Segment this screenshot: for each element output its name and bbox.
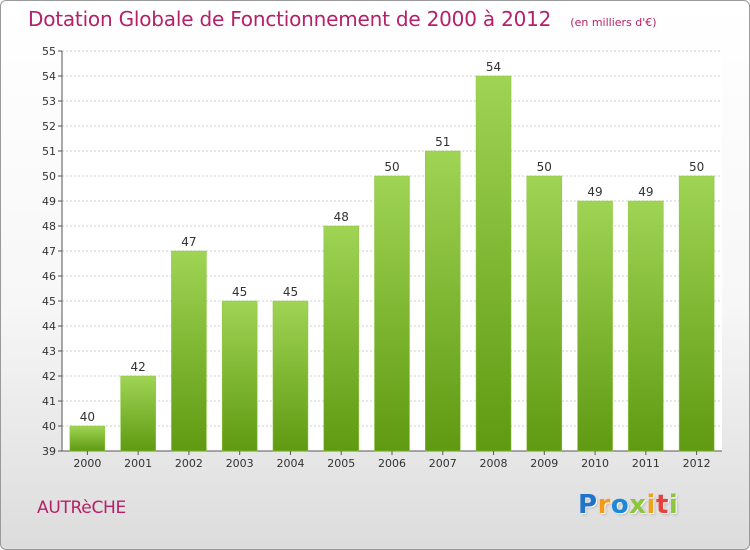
- y-tick-label: 55: [42, 45, 56, 58]
- logo-letter: x: [629, 490, 647, 520]
- bar: [678, 175, 715, 452]
- bar: [323, 225, 359, 452]
- bar-value-label: 50: [689, 160, 704, 174]
- logo-letter: P: [578, 490, 598, 520]
- x-tick-label: 2012: [683, 457, 711, 470]
- logo-letter: o: [610, 490, 630, 520]
- logo-letter: t: [655, 490, 669, 520]
- y-tick-label: 46: [42, 270, 56, 283]
- x-tick-label: 2009: [530, 457, 558, 470]
- x-tick-label: 2007: [429, 457, 457, 470]
- x-tick-label: 2011: [632, 457, 660, 470]
- x-tick-label: 2005: [327, 457, 355, 470]
- y-tick-label: 49: [42, 195, 56, 208]
- y-tick-label: 43: [42, 345, 56, 358]
- bar: [171, 250, 207, 452]
- bar: [69, 425, 106, 452]
- bar: [577, 200, 613, 452]
- y-tick-label: 45: [42, 295, 56, 308]
- bar-value-label: 45: [283, 285, 298, 299]
- bar-value-label: 51: [435, 135, 450, 149]
- x-tick-label: 2008: [480, 457, 508, 470]
- y-tick-label: 52: [42, 120, 56, 133]
- y-tick-label: 48: [42, 220, 56, 233]
- x-tick-label: 2002: [175, 457, 203, 470]
- y-tick-label: 40: [42, 420, 56, 433]
- bar: [628, 200, 664, 452]
- y-tick-label: 44: [42, 320, 56, 333]
- logo-letter: i: [646, 490, 656, 520]
- bar: [425, 150, 461, 452]
- bar-value-label: 47: [181, 235, 196, 249]
- bar-value-label: 42: [131, 360, 146, 374]
- proxiti-logo[interactable]: Proxiti: [578, 490, 678, 520]
- bar: [374, 175, 410, 452]
- y-tick-label: 42: [42, 370, 56, 383]
- bar-value-label: 50: [384, 160, 399, 174]
- bar-value-label: 40: [80, 410, 95, 424]
- bar-value-label: 45: [232, 285, 247, 299]
- y-tick-label: 39: [42, 445, 56, 458]
- bar-value-label: 49: [638, 185, 653, 199]
- x-tick-label: 2010: [581, 457, 609, 470]
- bar: [120, 375, 156, 452]
- x-tick-label: 2003: [226, 457, 254, 470]
- x-tick-label: 2004: [276, 457, 304, 470]
- commune-name: AUTRèCHE: [37, 498, 126, 518]
- x-tick-label: 2000: [73, 457, 101, 470]
- bar-value-label: 49: [587, 185, 602, 199]
- y-tick-label: 50: [42, 170, 56, 183]
- title-area: Dotation Globale de Fonctionnement de 20…: [28, 7, 657, 31]
- logo-letter: i: [668, 490, 679, 520]
- bar-value-label: 54: [486, 60, 501, 74]
- chart-subtitle: (en milliers d'€): [570, 16, 657, 29]
- logo-letter: r: [597, 490, 611, 520]
- bar: [221, 300, 258, 452]
- bar: [475, 75, 512, 452]
- y-tick-label: 41: [42, 395, 56, 408]
- x-tick-label: 2006: [378, 457, 406, 470]
- bar-value-label: 48: [334, 210, 349, 224]
- y-tick-label: 54: [42, 70, 56, 83]
- bar: [272, 300, 309, 452]
- y-tick-label: 53: [42, 95, 56, 108]
- y-tick-label: 51: [42, 145, 56, 158]
- bar: [526, 175, 563, 452]
- y-tick-label: 47: [42, 245, 56, 258]
- x-tick-label: 2001: [124, 457, 152, 470]
- chart-title: Dotation Globale de Fonctionnement de 20…: [28, 7, 552, 31]
- bar-value-label: 50: [537, 160, 552, 174]
